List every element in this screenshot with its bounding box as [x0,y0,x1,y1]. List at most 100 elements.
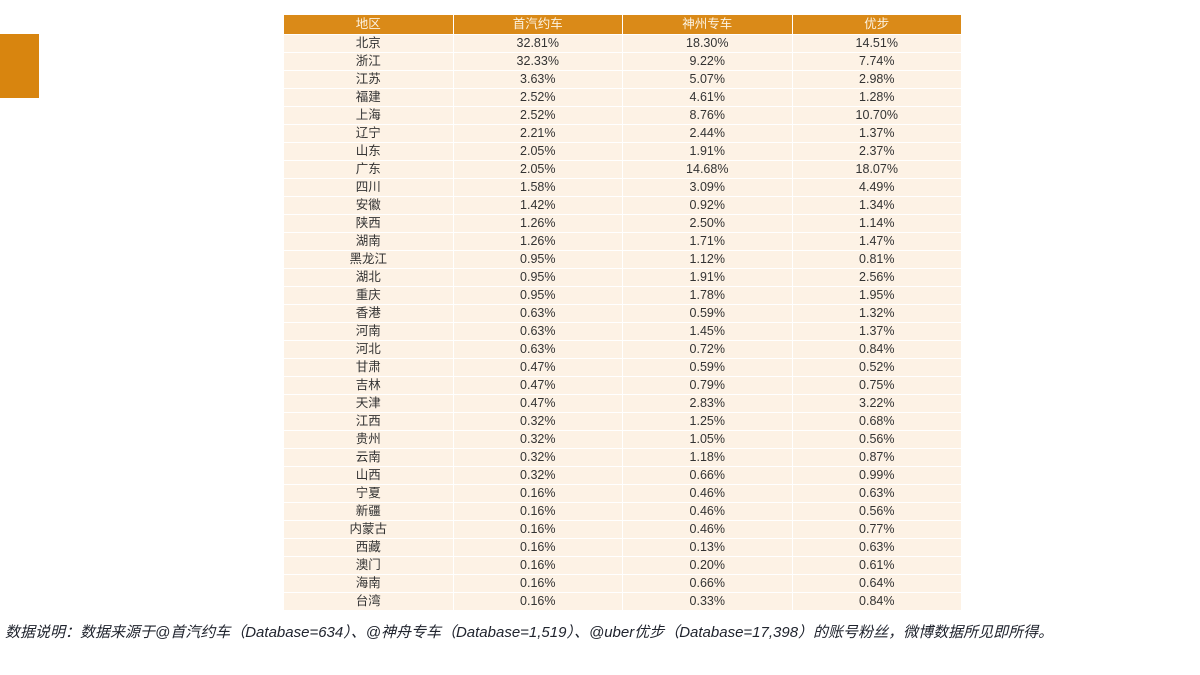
region-cell: 宁夏 [283,484,454,503]
region-cell: 西藏 [283,538,454,557]
value-cell: 0.59% [622,358,793,377]
value-cell: 0.84% [791,592,962,611]
value-cell: 1.25% [622,412,793,431]
table-row: 台湾 0.16% 0.33% 0.84% [283,592,962,611]
value-cell: 1.18% [622,448,793,467]
value-cell: 0.95% [452,250,623,269]
value-cell: 1.14% [791,214,962,233]
value-cell: 2.21% [452,124,623,143]
value-cell: 14.68% [622,160,793,179]
region-cell: 内蒙古 [283,520,454,539]
region-cell: 云南 [283,448,454,467]
region-cell: 河南 [283,322,454,341]
value-cell: 0.68% [791,412,962,431]
value-cell: 0.13% [622,538,793,557]
table-row: 广东 2.05% 14.68% 18.07% [283,160,962,179]
value-cell: 0.59% [622,304,793,323]
table-row: 陕西 1.26% 2.50% 1.14% [283,214,962,233]
value-cell: 0.16% [452,574,623,593]
value-cell: 0.47% [452,376,623,395]
value-cell: 0.63% [791,538,962,557]
value-cell: 1.37% [791,124,962,143]
value-cell: 0.46% [622,484,793,503]
value-cell: 0.95% [452,286,623,305]
value-cell: 1.45% [622,322,793,341]
table-row: 云南 0.32% 1.18% 0.87% [283,448,962,467]
region-cell: 安徽 [283,196,454,215]
table-row: 江苏 3.63% 5.07% 2.98% [283,70,962,89]
value-cell: 2.52% [452,88,623,107]
value-cell: 0.32% [452,430,623,449]
value-cell: 2.05% [452,142,623,161]
value-cell: 0.99% [791,466,962,485]
table-row: 黑龙江 0.95% 1.12% 0.81% [283,250,962,269]
value-cell: 10.70% [791,106,962,125]
region-cell: 上海 [283,106,454,125]
region-cell: 山西 [283,466,454,485]
table-row: 河南 0.63% 1.45% 1.37% [283,322,962,341]
value-cell: 0.66% [622,574,793,593]
table-row: 内蒙古 0.16% 0.46% 0.77% [283,520,962,539]
value-cell: 1.42% [452,196,623,215]
region-cell: 香港 [283,304,454,323]
value-cell: 1.78% [622,286,793,305]
region-cell: 辽宁 [283,124,454,143]
table-row: 上海 2.52% 8.76% 10.70% [283,106,962,125]
value-cell: 0.16% [452,520,623,539]
value-cell: 0.63% [452,322,623,341]
value-cell: 0.77% [791,520,962,539]
table-row: 湖南 1.26% 1.71% 1.47% [283,232,962,251]
region-cell: 四川 [283,178,454,197]
value-cell: 1.12% [622,250,793,269]
table-row: 山西 0.32% 0.66% 0.99% [283,466,962,485]
table-row: 河北 0.63% 0.72% 0.84% [283,340,962,359]
value-cell: 0.20% [622,556,793,575]
value-cell: 0.52% [791,358,962,377]
value-cell: 5.07% [622,70,793,89]
value-cell: 1.91% [622,268,793,287]
value-cell: 2.05% [452,160,623,179]
value-cell: 2.56% [791,268,962,287]
value-cell: 0.92% [622,196,793,215]
value-cell: 0.32% [452,466,623,485]
table-body: 北京 32.81% 18.30% 14.51% 浙江 32.33% 9.22% 7.74% 江苏… [283,34,962,611]
value-cell: 1.91% [622,142,793,161]
value-cell: 0.72% [622,340,793,359]
value-cell: 2.37% [791,142,962,161]
region-cell: 广东 [283,160,454,179]
table-row: 宁夏 0.16% 0.46% 0.63% [283,484,962,503]
value-cell: 1.95% [791,286,962,305]
table-row: 辽宁 2.21% 2.44% 1.37% [283,124,962,143]
region-cell: 湖北 [283,268,454,287]
value-cell: 0.79% [622,376,793,395]
value-cell: 4.49% [791,178,962,197]
region-cell: 海南 [283,574,454,593]
value-cell: 0.16% [452,502,623,521]
table-row: 重庆 0.95% 1.78% 1.95% [283,286,962,305]
value-cell: 0.16% [452,538,623,557]
table-container: 地区 首汽约车 神州专车 优步 北京 32.81% 18.30% 14.51% 浙江 32… [283,14,962,611]
table-row: 浙江 32.33% 9.22% 7.74% [283,52,962,71]
table-row: 安徽 1.42% 0.92% 1.34% [283,196,962,215]
value-cell: 7.74% [791,52,962,71]
table-row: 新疆 0.16% 0.46% 0.56% [283,502,962,521]
region-cell: 北京 [283,34,454,53]
table-header-row: 地区 首汽约车 神州专车 优步 [283,14,962,35]
value-cell: 0.46% [622,502,793,521]
value-cell: 0.63% [452,340,623,359]
region-cell: 天津 [283,394,454,413]
value-cell: 0.63% [791,484,962,503]
data-source-footnote: 数据说明：数据来源于@首汽约车（Database=634）、@神舟专车（Data… [5,624,1054,641]
region-cell: 重庆 [283,286,454,305]
value-cell: 2.98% [791,70,962,89]
value-cell: 4.61% [622,88,793,107]
value-cell: 1.26% [452,214,623,233]
region-cell: 江西 [283,412,454,431]
value-cell: 0.61% [791,556,962,575]
column-header-region: 地区 [283,14,454,35]
region-cell: 福建 [283,88,454,107]
value-cell: 3.22% [791,394,962,413]
value-cell: 8.76% [622,106,793,125]
column-header-shenzhou: 神州专车 [622,14,793,35]
